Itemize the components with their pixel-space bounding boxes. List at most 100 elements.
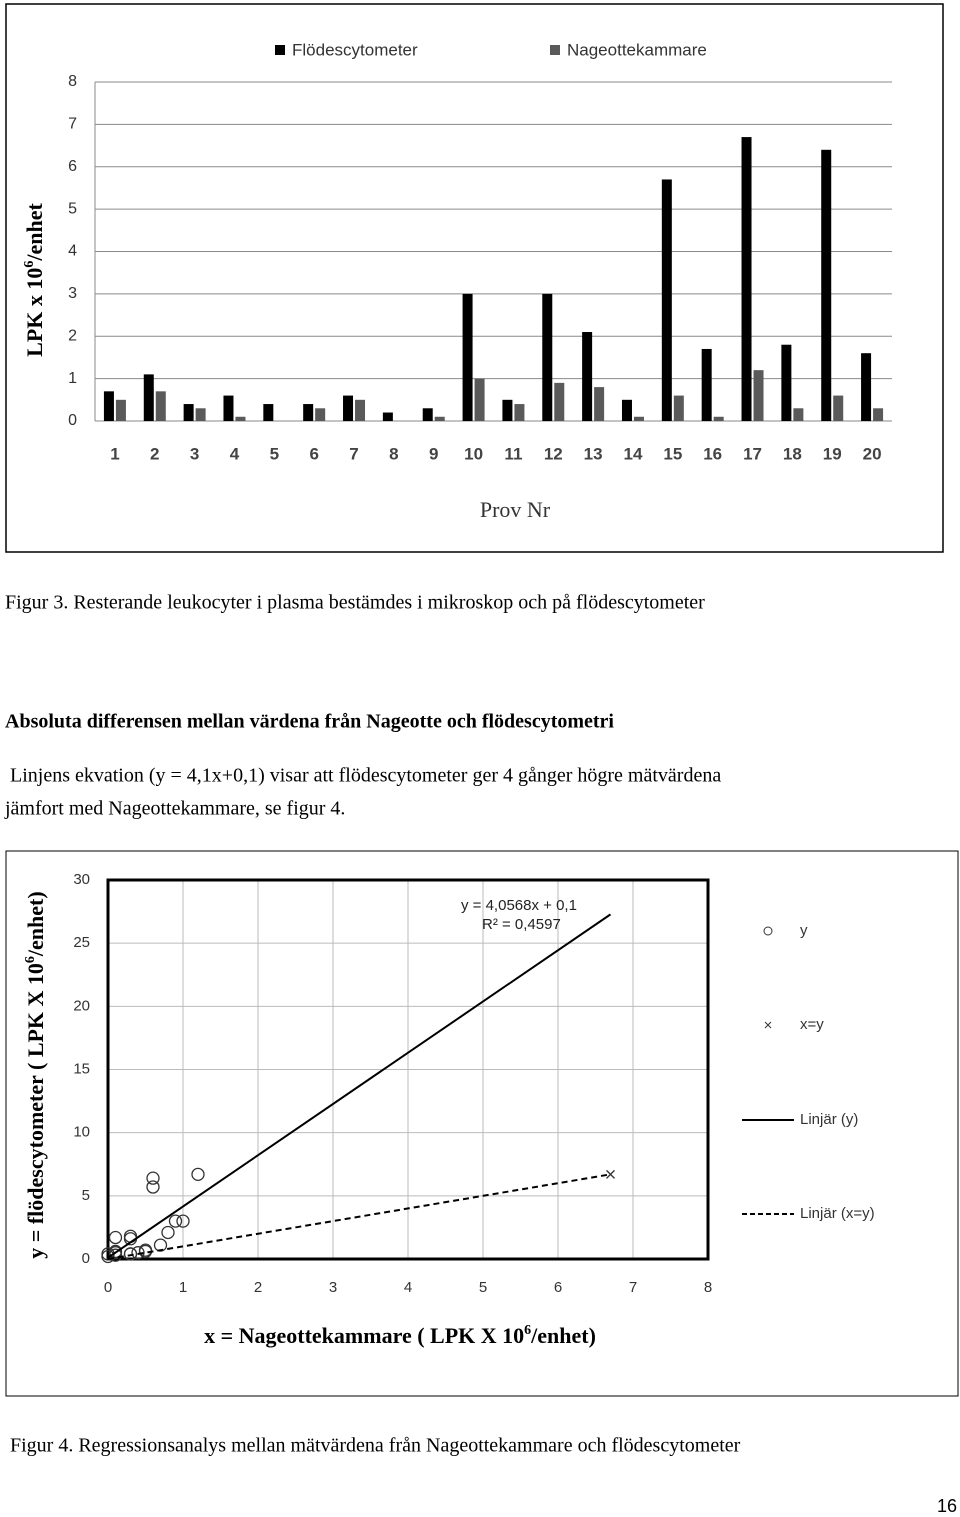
bar bbox=[594, 387, 605, 421]
y-tick-label: 1 bbox=[68, 370, 77, 387]
y-tick-label: 4 bbox=[68, 243, 77, 260]
x-tick-label: 8 bbox=[389, 444, 398, 463]
x-tick-label: 18 bbox=[783, 444, 802, 463]
bar bbox=[155, 391, 166, 421]
y-tick-label: 5 bbox=[68, 200, 77, 217]
bar bbox=[343, 395, 354, 421]
x-tick-label: 3 bbox=[190, 444, 199, 463]
bar bbox=[673, 395, 684, 421]
bar bbox=[582, 332, 593, 421]
bar bbox=[434, 416, 445, 421]
bar bbox=[355, 399, 366, 421]
x-tick-label: 6 bbox=[554, 1279, 562, 1296]
axis-label-part: /enhet bbox=[22, 202, 47, 261]
page-number: 16 bbox=[937, 1496, 957, 1516]
bar bbox=[382, 412, 393, 421]
bar bbox=[303, 404, 314, 421]
bar bbox=[741, 137, 752, 421]
y-tick-label: 30 bbox=[73, 871, 90, 888]
bar bbox=[713, 416, 724, 421]
point bbox=[176, 1214, 190, 1228]
point bbox=[131, 1246, 145, 1260]
bar bbox=[422, 408, 433, 421]
axis-label-part: 6 bbox=[524, 1323, 531, 1338]
x-tick-label: 2 bbox=[150, 444, 159, 463]
bar bbox=[195, 408, 206, 421]
axis-label-part: LPK x 10 bbox=[22, 268, 47, 357]
y-tick-label: 10 bbox=[73, 1124, 90, 1141]
plot-frame bbox=[106, 878, 710, 1261]
y-tick-label: 15 bbox=[73, 1060, 90, 1077]
bar bbox=[474, 378, 485, 421]
y-tick-label: 3 bbox=[68, 285, 77, 302]
bar bbox=[661, 179, 672, 421]
y-tick-label: 8 bbox=[68, 73, 77, 90]
x-tick-label: 5 bbox=[270, 444, 279, 463]
legend-swatch bbox=[550, 45, 560, 55]
point bbox=[108, 1230, 123, 1245]
y-tick-label: 0 bbox=[82, 1250, 90, 1267]
x-tick-label: 16 bbox=[703, 444, 722, 463]
point bbox=[108, 1246, 123, 1260]
bar bbox=[873, 408, 884, 421]
x-tick-label: 12 bbox=[544, 444, 563, 463]
bar bbox=[781, 344, 792, 421]
legend-symbol bbox=[763, 926, 773, 936]
x-tick-label: 2 bbox=[254, 1279, 262, 1296]
legend-label: Linjär (x=y) bbox=[800, 1205, 875, 1222]
bar bbox=[263, 404, 274, 421]
trend-line bbox=[107, 913, 612, 1259]
axis-label-part: /enhet) bbox=[530, 1323, 596, 1348]
y-tick-label: 25 bbox=[73, 934, 90, 951]
bar bbox=[833, 395, 844, 421]
trend-line bbox=[107, 1173, 611, 1260]
legend-label: Linjär (y) bbox=[800, 1111, 858, 1128]
x-tick-label: 15 bbox=[663, 444, 682, 463]
bar bbox=[554, 382, 565, 421]
axis-label: Prov Nr bbox=[480, 497, 551, 522]
axis-label-part: 6 bbox=[22, 261, 37, 268]
x-tick-label: 8 bbox=[704, 1279, 712, 1296]
x-tick-label: 3 bbox=[329, 1279, 337, 1296]
paragraph-line: jämfort med Nageottekammare, se figur 4. bbox=[4, 798, 345, 820]
caption: Figur 4. Regressionsanalys mellan mätvär… bbox=[10, 1435, 741, 1457]
x-tick-label: 11 bbox=[504, 444, 522, 463]
x-tick-label: 7 bbox=[349, 444, 358, 463]
point bbox=[146, 1180, 160, 1194]
bar bbox=[753, 370, 764, 421]
bar bbox=[315, 408, 326, 421]
caption: Figur 3. Resterande leukocyter i plasma … bbox=[5, 592, 705, 614]
legend-symbol bbox=[764, 1021, 772, 1029]
x-tick-label: 14 bbox=[624, 444, 643, 463]
bar bbox=[183, 404, 194, 421]
legend-label: Flödescytometer bbox=[292, 40, 418, 59]
axis-label-part: x = Nageottekammare ( LPK X 10 bbox=[204, 1323, 524, 1348]
point bbox=[123, 1247, 138, 1261]
bar bbox=[861, 353, 872, 421]
point bbox=[606, 1169, 615, 1179]
legend-swatch bbox=[275, 45, 285, 55]
annotation: y = 4,0568x + 0,1 bbox=[461, 897, 577, 914]
legend-label: y bbox=[800, 922, 808, 939]
bar bbox=[115, 399, 126, 421]
axis-label-part: 6 bbox=[23, 956, 38, 963]
x-tick-label: 1 bbox=[179, 1279, 187, 1296]
bar bbox=[502, 399, 513, 421]
bar bbox=[633, 416, 644, 421]
y-tick-label: 0 bbox=[68, 412, 77, 429]
figure4-frame bbox=[5, 850, 959, 1397]
legend-label: x=y bbox=[800, 1016, 824, 1033]
heading: Absoluta differensen mellan värdena från… bbox=[5, 711, 614, 733]
bar bbox=[143, 374, 154, 421]
bar bbox=[701, 348, 712, 421]
x-tick-label: 9 bbox=[429, 444, 438, 463]
bar bbox=[793, 408, 804, 421]
paragraph-line: Linjens ekvation (y = 4,1x+0,1) visar at… bbox=[10, 765, 721, 787]
axis-label-part: y = flödescytometer ( LPK X 10 bbox=[23, 963, 48, 1259]
point bbox=[191, 1167, 205, 1182]
axis-label: LPK x 106/enhet bbox=[22, 202, 47, 356]
bar bbox=[462, 293, 473, 421]
bar bbox=[514, 404, 525, 421]
point bbox=[146, 1171, 160, 1185]
